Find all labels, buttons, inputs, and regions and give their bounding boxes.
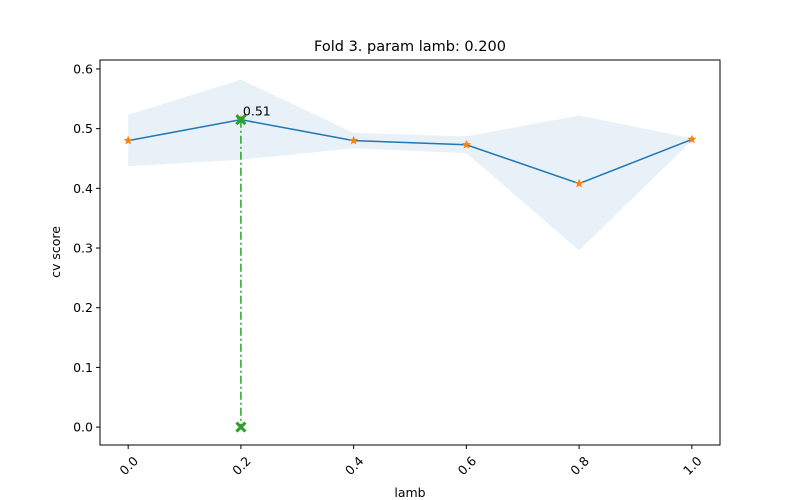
chart-title: Fold 3. param lamb: 0.200	[314, 39, 506, 55]
y-tick-label: 0.4	[73, 181, 93, 196]
y-tick-label: 0.1	[73, 360, 93, 375]
data-point-marker	[123, 135, 133, 145]
cv-score-line	[128, 118, 693, 185]
data-point-marker	[348, 135, 359, 145]
best-score-label: 0.51	[243, 104, 271, 119]
data-point-marker	[461, 139, 472, 149]
plot-layer: 0.51	[123, 79, 697, 433]
y-tick-label: 0.3	[73, 241, 93, 256]
axes-frame	[99, 59, 721, 446]
y-tick-label: 0.6	[73, 61, 93, 76]
best-param-baseline-marker-stroke-b	[235, 421, 247, 433]
cv-score-band	[128, 79, 692, 251]
y-tick-label: 0.0	[73, 420, 93, 435]
data-point-marker	[687, 134, 697, 144]
y-tick-label: 0.2	[73, 300, 93, 315]
data-point-marker	[574, 178, 584, 188]
best-param-baseline-marker	[235, 421, 247, 433]
y-tick-label: 0.5	[73, 121, 93, 136]
y-axis-label: cv score	[48, 226, 63, 278]
x-axis-label: lamb	[394, 485, 425, 500]
best-score-marker-stroke-b	[235, 114, 247, 126]
best-score-marker	[235, 114, 247, 126]
